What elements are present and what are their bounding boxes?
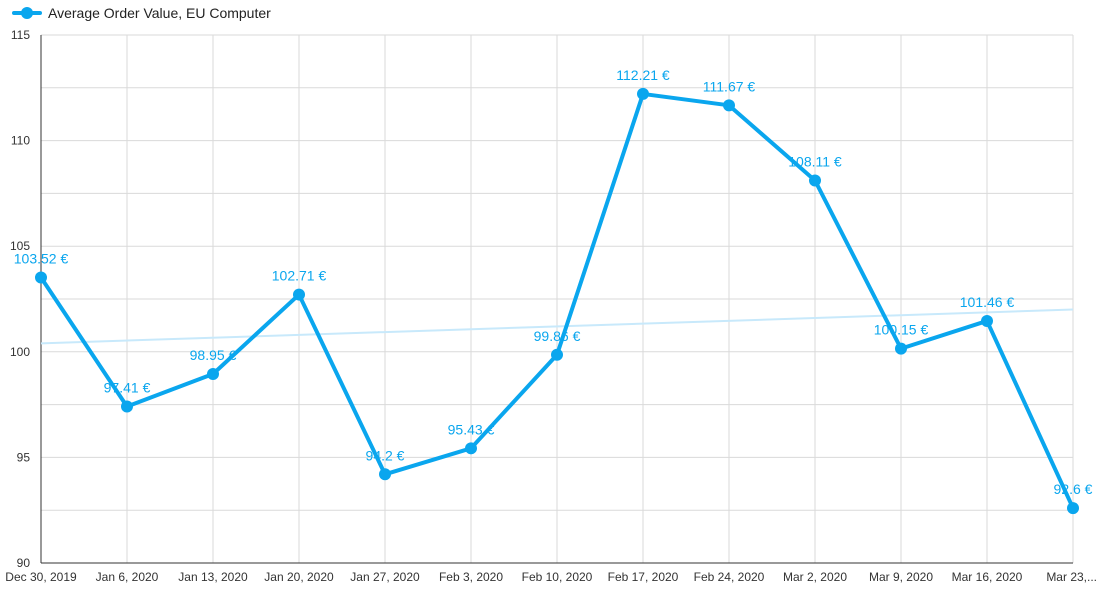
data-label: 94.2 €: [366, 447, 405, 463]
data-point: [895, 342, 907, 355]
y-tick-label: 95: [17, 450, 31, 464]
data-label: 103.52 €: [14, 250, 69, 266]
data-point: [379, 468, 391, 481]
data-point: [1067, 502, 1079, 515]
x-tick-label: Jan 27, 2020: [350, 570, 420, 584]
data-label: 100.15 €: [874, 322, 929, 338]
y-tick-label: 100: [10, 345, 30, 359]
x-tick-label: Feb 24, 2020: [694, 570, 765, 584]
data-point: [465, 442, 477, 455]
data-point: [121, 400, 133, 413]
x-tick-label: Jan 13, 2020: [178, 570, 248, 584]
x-tick-label: Mar 23,...: [1046, 570, 1097, 584]
data-label: 111.67 €: [703, 78, 756, 94]
legend-series-label: Average Order Value, EU Computer: [48, 5, 271, 21]
data-point: [809, 174, 821, 187]
data-point: [637, 87, 649, 100]
x-tick-label: Jan 6, 2020: [96, 570, 159, 584]
trend-line: [40, 308, 1074, 345]
x-tick-label: Mar 9, 2020: [869, 570, 933, 584]
x-tick-label: Mar 16, 2020: [952, 570, 1023, 584]
data-label: 97.41 €: [104, 380, 151, 396]
y-tick-label: 90: [17, 556, 31, 570]
x-tick-label: Feb 10, 2020: [522, 570, 593, 584]
data-label: 99.86 €: [534, 328, 581, 344]
data-label: 101.46 €: [960, 294, 1015, 310]
data-point: [981, 314, 993, 327]
data-label: 92.6 €: [1054, 481, 1093, 497]
legend-series-marker: [12, 3, 42, 23]
data-point: [293, 288, 305, 301]
chart-legend: Average Order Value, EU Computer: [12, 3, 271, 23]
data-point: [723, 99, 735, 112]
data-label: 102.71 €: [272, 268, 327, 284]
x-tick-label: Feb 3, 2020: [439, 570, 503, 584]
data-point: [551, 348, 563, 361]
data-label: 98.95 €: [190, 347, 237, 363]
y-tick-label: 105: [10, 239, 30, 253]
y-tick-label: 115: [11, 28, 30, 42]
y-tick-label: 110: [11, 134, 30, 148]
x-tick-label: Mar 2, 2020: [783, 570, 847, 584]
data-point: [207, 367, 219, 380]
data-label: 112.21 €: [616, 67, 670, 83]
data-point: [35, 271, 47, 284]
legend-dot: [21, 7, 33, 19]
data-label: 95.43 €: [448, 421, 495, 437]
data-label: 108.11 €: [788, 154, 842, 170]
x-tick-label: Jan 20, 2020: [264, 570, 334, 584]
x-tick-label: Feb 17, 2020: [608, 570, 679, 584]
x-tick-label: Dec 30, 2019: [5, 570, 77, 584]
